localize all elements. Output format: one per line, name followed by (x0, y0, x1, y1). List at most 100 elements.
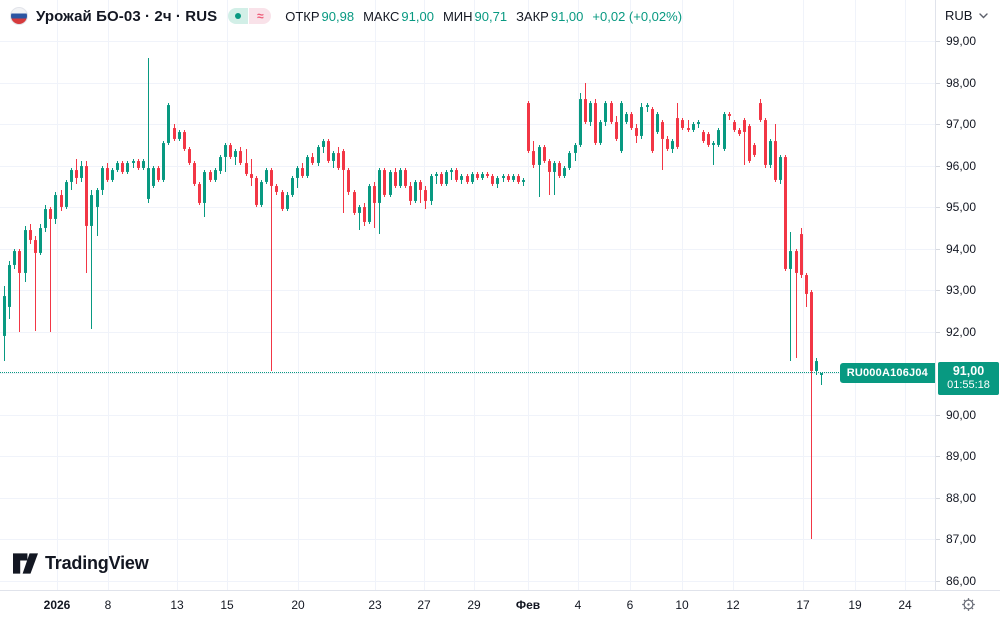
candle-body (655, 113, 659, 133)
gridline-horizontal (0, 373, 935, 374)
time-axis[interactable]: 2026 8 13 15 20 23 27 29 Фев 4 6 10 12 17 19 24 (0, 590, 1000, 618)
gridline-vertical (298, 0, 299, 590)
ohlc-low: МИН 90,71 (443, 9, 507, 24)
candle-wick (225, 142, 227, 172)
symbol-title[interactable]: Урожай БО-03 · 2ч · RUS (36, 7, 218, 25)
candle-body (388, 171, 392, 195)
candle-body (167, 105, 171, 143)
gridline-vertical (855, 0, 856, 590)
candle-body (342, 150, 346, 170)
candle-body (198, 184, 202, 203)
axis-settings-gear-icon[interactable] (960, 596, 977, 613)
candle-body (789, 250, 793, 270)
candle-body (784, 157, 788, 270)
price-axis-tick (936, 207, 940, 208)
gridline-vertical (177, 0, 178, 590)
candle-body (527, 103, 531, 151)
candle-body (326, 140, 330, 162)
price-axis-label: 96,00 (946, 158, 977, 173)
candle-body (234, 150, 238, 158)
approx-price-button[interactable]: ≈ (249, 8, 272, 24)
price-axis-label: 95,00 (946, 200, 977, 214)
chevron-down-icon (979, 12, 989, 18)
candle-body (424, 190, 428, 201)
candle-body (213, 169, 217, 181)
candle-body (588, 103, 592, 122)
gridline-vertical (227, 0, 228, 590)
price-axis-label: 97,00 (946, 117, 977, 131)
price-axis-tick (936, 82, 940, 84)
currency-selector[interactable]: RUB (945, 8, 989, 23)
price-axis-tick (936, 165, 940, 167)
candle-body (64, 182, 68, 207)
candle-body (188, 148, 192, 164)
candle-wick (96, 188, 98, 237)
time-axis-label: 17 (796, 598, 810, 612)
gridline-vertical (375, 0, 376, 590)
time-axis-label: 8 (104, 598, 112, 612)
candle-body (152, 167, 156, 187)
candle-wick (132, 159, 134, 168)
price-axis-label: 92,00 (946, 324, 977, 339)
bar-countdown: 01:55:18 (947, 379, 990, 391)
candle-body (398, 169, 402, 187)
candle-body (738, 130, 742, 135)
candle-body (244, 163, 248, 174)
candle-body (552, 163, 556, 172)
candle-wick (553, 161, 555, 195)
candle-body (578, 99, 582, 145)
close-value: 91,00 (550, 8, 584, 24)
candle-body (614, 121, 618, 139)
open-label: ОТКР (285, 8, 320, 24)
gridline-horizontal (0, 290, 935, 291)
candle-body (383, 169, 387, 195)
price-axis[interactable]: RUB 91,00 01:55:18 99,00 98,00 97,00 96,00 9… (935, 0, 1000, 590)
candlestick-chart[interactable]: RU000A106J04 (0, 0, 935, 590)
candle-body (95, 190, 99, 207)
russia-flag-icon (10, 7, 28, 25)
tradingview-logo[interactable]: TradingView (13, 553, 149, 574)
candle-body (136, 161, 140, 168)
high-value: 91,00 (401, 8, 434, 24)
price-axis-label: 99,00 (946, 34, 977, 48)
candle-wick (358, 204, 360, 230)
low-value: 90,71 (474, 8, 508, 24)
candle-wick (548, 159, 550, 195)
gridline-horizontal (0, 124, 935, 125)
candle-body (316, 146, 320, 164)
candle-body (367, 186, 371, 222)
candle-body (763, 119, 767, 166)
candle-body (619, 103, 623, 151)
candle-body (470, 173, 474, 183)
candle-body (455, 169, 459, 181)
candle-body (799, 233, 803, 276)
candle-body (116, 163, 120, 170)
gridline-vertical (682, 0, 683, 590)
candle-body (691, 124, 695, 131)
candle-body (707, 134, 711, 145)
candle-body (517, 175, 520, 183)
candle-wick (19, 248, 21, 332)
candle-body (306, 157, 310, 176)
time-axis-label: 6 (626, 598, 634, 612)
market-status-button[interactable] (228, 8, 249, 24)
candle-body (624, 113, 628, 122)
gridline-vertical (528, 0, 529, 590)
candle-wick (147, 58, 149, 203)
candle-body (419, 182, 423, 191)
gridline-horizontal (0, 82, 935, 84)
candle-body (573, 144, 577, 154)
candle-wick (795, 248, 797, 359)
candle-body (409, 186, 413, 201)
gridline-vertical (57, 0, 58, 590)
price-axis-label: 86,00 (946, 573, 977, 588)
price-axis-tick (936, 124, 940, 125)
candle-body (522, 180, 526, 183)
candle-body (85, 165, 89, 226)
time-axis-label: 27 (417, 598, 431, 612)
time-axis-label: 10 (675, 598, 689, 612)
gridline-horizontal (0, 207, 935, 208)
candle-body (583, 99, 587, 122)
price-axis-label: 94,00 (946, 241, 977, 256)
candle-body (645, 105, 649, 108)
